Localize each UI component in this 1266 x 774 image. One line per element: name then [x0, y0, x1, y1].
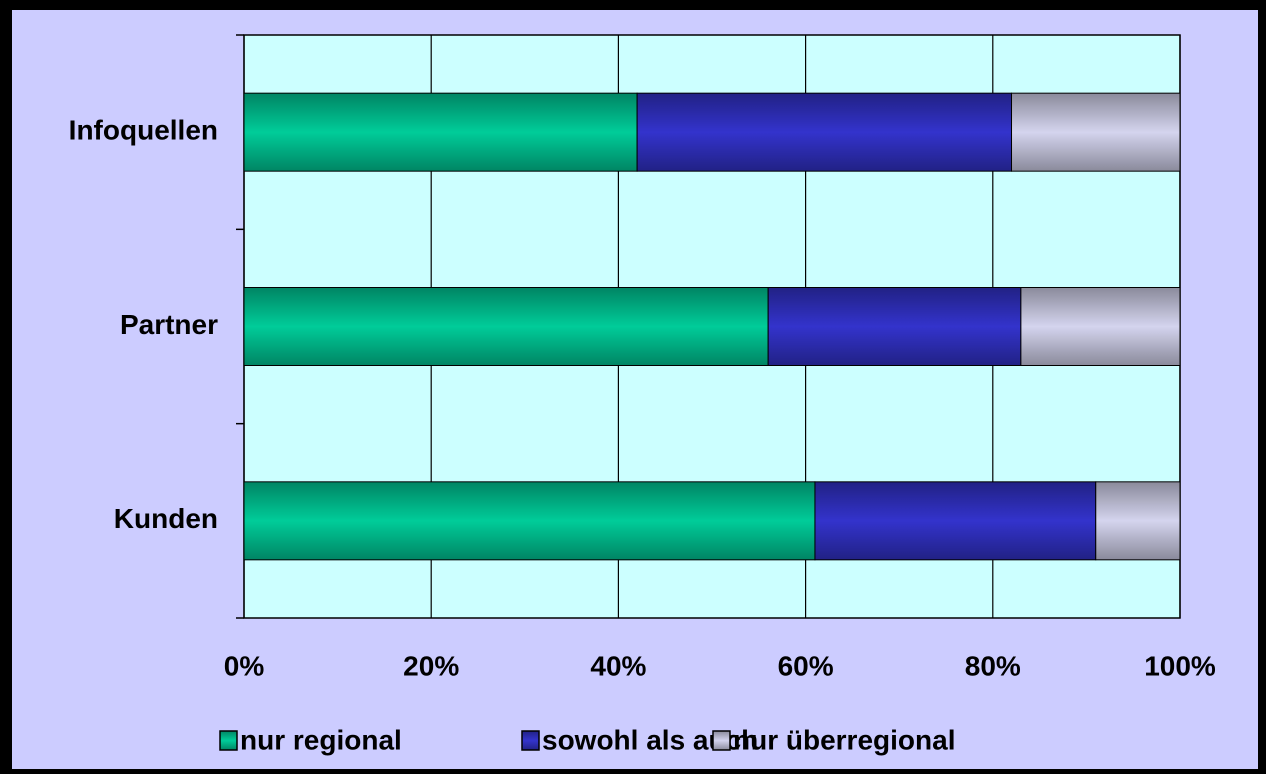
bar-shade: [1095, 481, 1181, 561]
bar-shade: [243, 92, 638, 172]
x-tick-label: 0%: [224, 650, 265, 681]
bar-shade: [814, 481, 1097, 561]
bar-shade: [636, 92, 1013, 172]
y-tick-label: Partner: [120, 309, 218, 340]
x-tick-label: 80%: [965, 650, 1021, 681]
x-tick-label: 100%: [1144, 650, 1216, 681]
bar-shade: [1020, 287, 1181, 366]
legend-label: nur regional: [240, 724, 402, 755]
bar-shade: [1011, 92, 1181, 172]
bar-shade: [243, 287, 769, 366]
y-tick-label: Kunden: [114, 503, 218, 534]
legend-label: nur überregional: [733, 724, 955, 755]
legend-swatch-shade: [713, 731, 730, 750]
x-tick-label: 60%: [778, 650, 834, 681]
legend-swatch-shade: [220, 731, 237, 750]
x-tick-label: 40%: [590, 650, 646, 681]
x-tick-label: 20%: [403, 650, 459, 681]
legend-swatch-shade: [522, 731, 539, 750]
bar-shade: [767, 287, 1022, 366]
y-tick-label: Infoquellen: [69, 115, 218, 146]
bar-shade: [243, 481, 816, 561]
